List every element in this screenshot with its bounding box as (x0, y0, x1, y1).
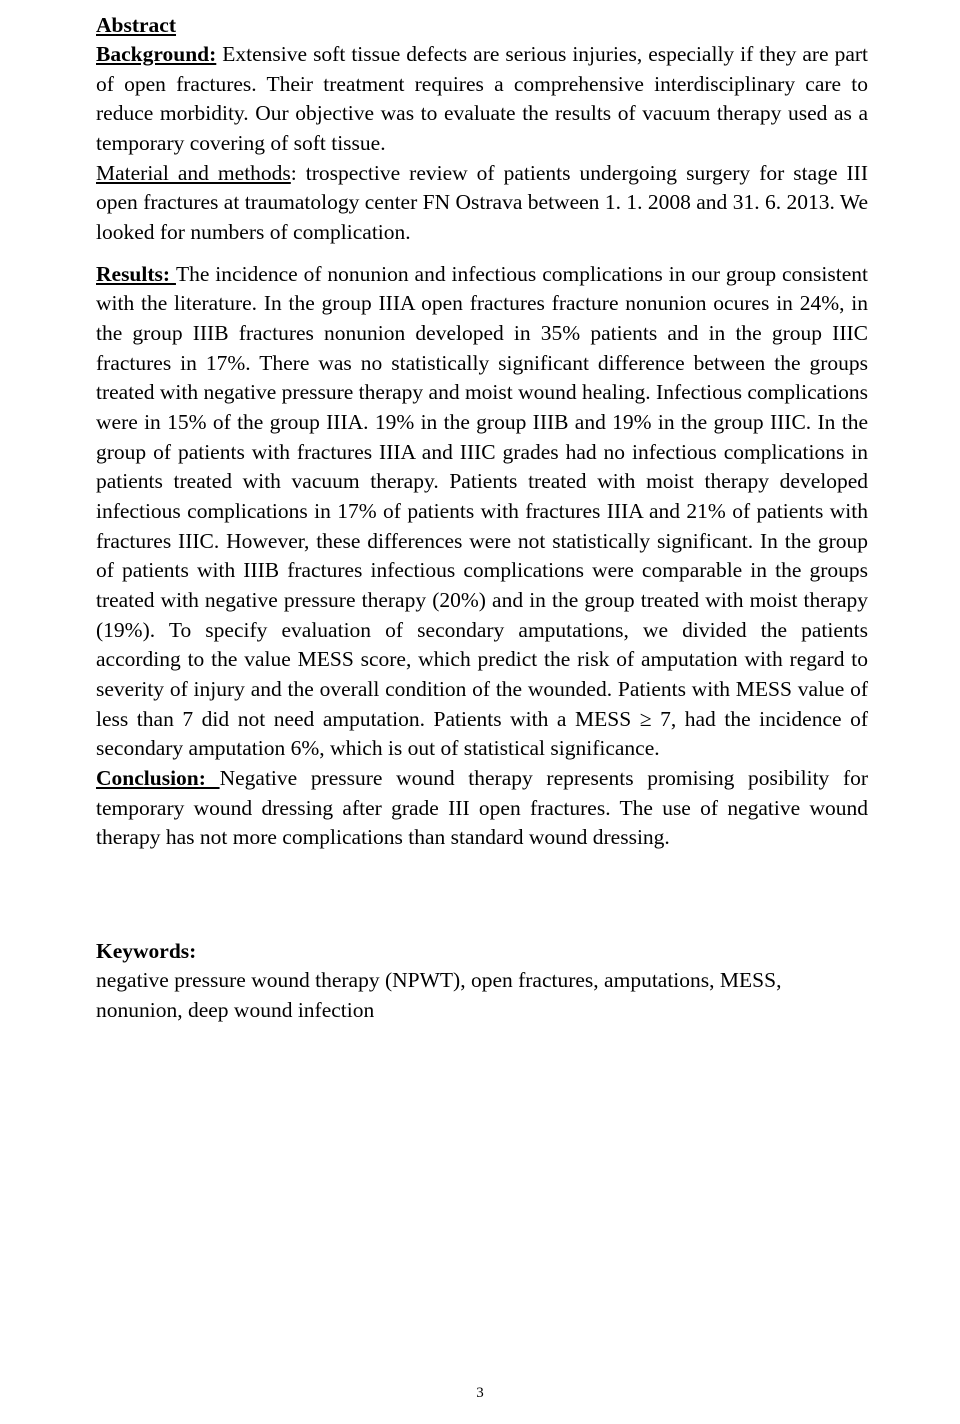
methods-label: Material and methods (96, 161, 291, 185)
spacer (96, 248, 868, 260)
page-number: 3 (0, 1385, 960, 1402)
background-label: Background: (96, 42, 216, 66)
spacer (96, 853, 868, 937)
keywords-heading: Keywords: (96, 937, 868, 967)
abstract-results: Results: The incidence of nonunion and i… (96, 260, 868, 764)
results-text: The incidence of nonunion and infectious… (96, 262, 868, 761)
abstract-methods: Material and methods: trospective review… (96, 159, 868, 248)
conclusion-label: Conclusion: (96, 766, 220, 790)
keywords-body: negative pressure wound therapy (NPWT), … (96, 966, 868, 1025)
abstract-conclusion: Conclusion: Negative pressure wound ther… (96, 764, 868, 853)
abstract-title: Abstract (96, 10, 868, 40)
abstract-background: Background: Extensive soft tissue defect… (96, 40, 868, 159)
results-label: Results: (96, 262, 176, 286)
